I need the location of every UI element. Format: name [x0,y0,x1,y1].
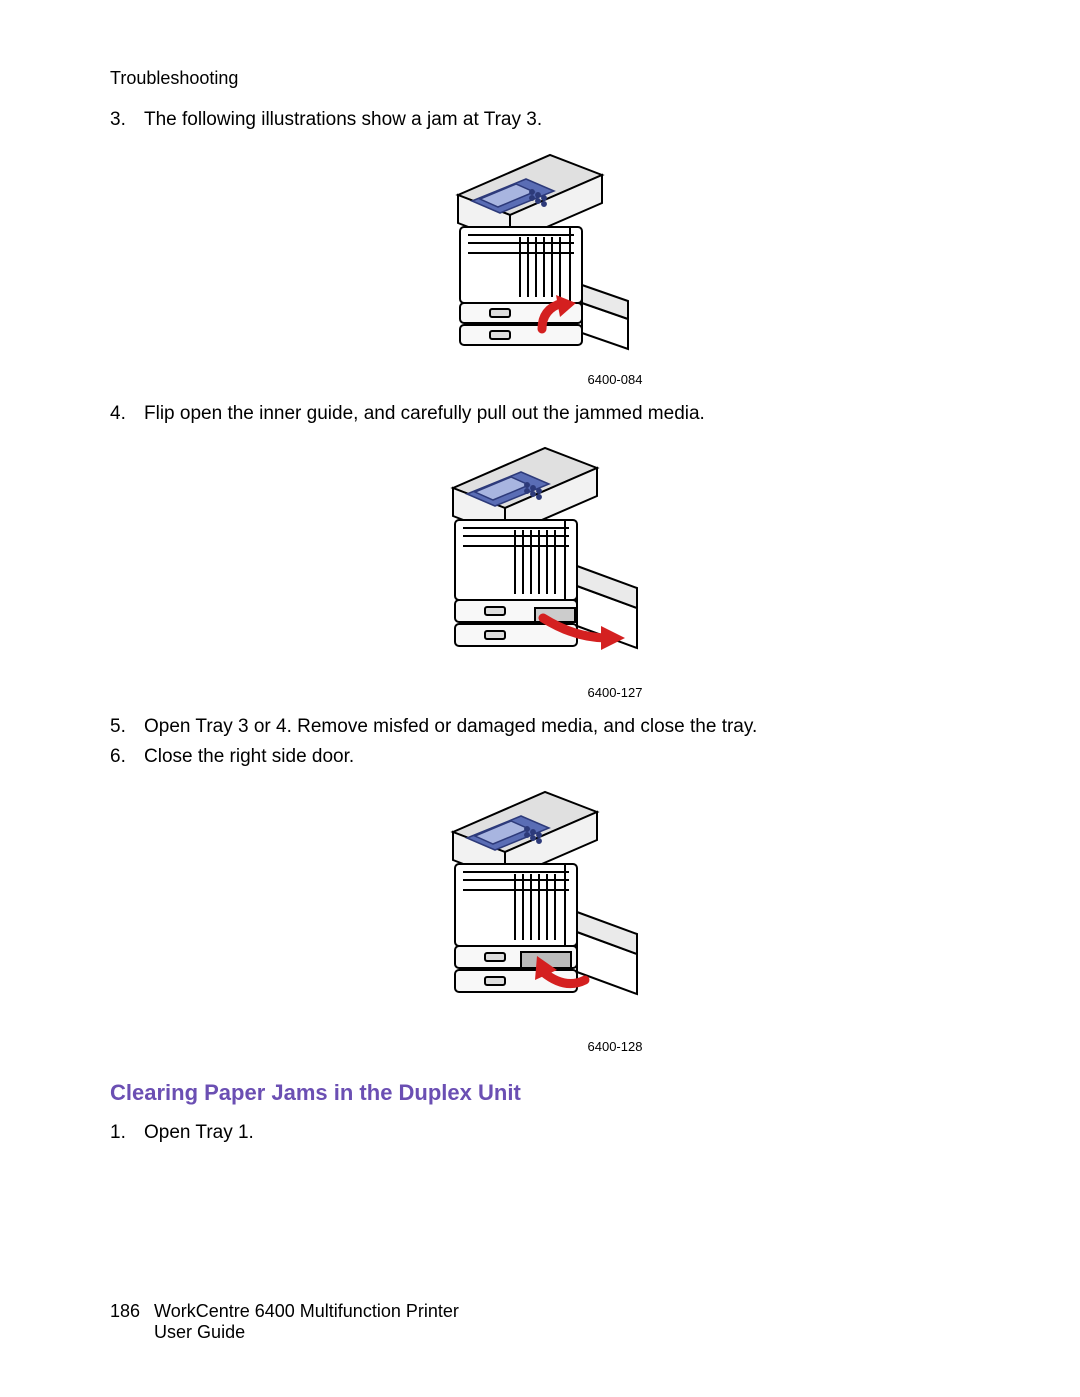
step-number: 5. [110,714,134,740]
footer-title: WorkCentre 6400 Multifunction Printer [154,1301,459,1322]
step-number: 3. [110,107,134,133]
section-heading: Clearing Paper Jams in the Duplex Unit [110,1080,970,1106]
footer-subtitle: User Guide [154,1322,459,1343]
step-text: Open Tray 1. [144,1120,970,1146]
step-text: Open Tray 3 or 4. Remove misfed or damag… [144,714,970,740]
figure-2: 6400-127 [110,436,970,700]
step-item: 1. Open Tray 1. [110,1120,970,1146]
step-number: 4. [110,401,134,427]
section-header: Troubleshooting [110,68,970,89]
printer-illustration-icon [430,143,650,363]
figure-label: 6400-128 [260,1039,970,1054]
step-text: Close the right side door. [144,744,970,770]
page-number: 186 [110,1301,140,1322]
step-item: 5. Open Tray 3 or 4. Remove misfed or da… [110,714,970,740]
figure-label: 6400-127 [260,685,970,700]
figure-3: 6400-128 [110,780,970,1054]
step-number: 1. [110,1120,134,1146]
figure-label: 6400-084 [260,372,970,387]
step-text: The following illustrations show a jam a… [144,107,970,133]
step-item: 3. The following illustrations show a ja… [110,107,970,133]
figure-1: 6400-084 [110,143,970,387]
step-item: 4. Flip open the inner guide, and carefu… [110,401,970,427]
step-number: 6. [110,744,134,770]
printer-illustration-icon [425,780,655,1030]
step-text: Flip open the inner guide, and carefully… [144,401,970,427]
printer-illustration-icon [425,436,655,676]
page-footer: 186 WorkCentre 6400 Multifunction Printe… [110,1301,459,1343]
step-item: 6. Close the right side door. [110,744,970,770]
document-page: Troubleshooting 3. The following illustr… [0,0,1080,1397]
